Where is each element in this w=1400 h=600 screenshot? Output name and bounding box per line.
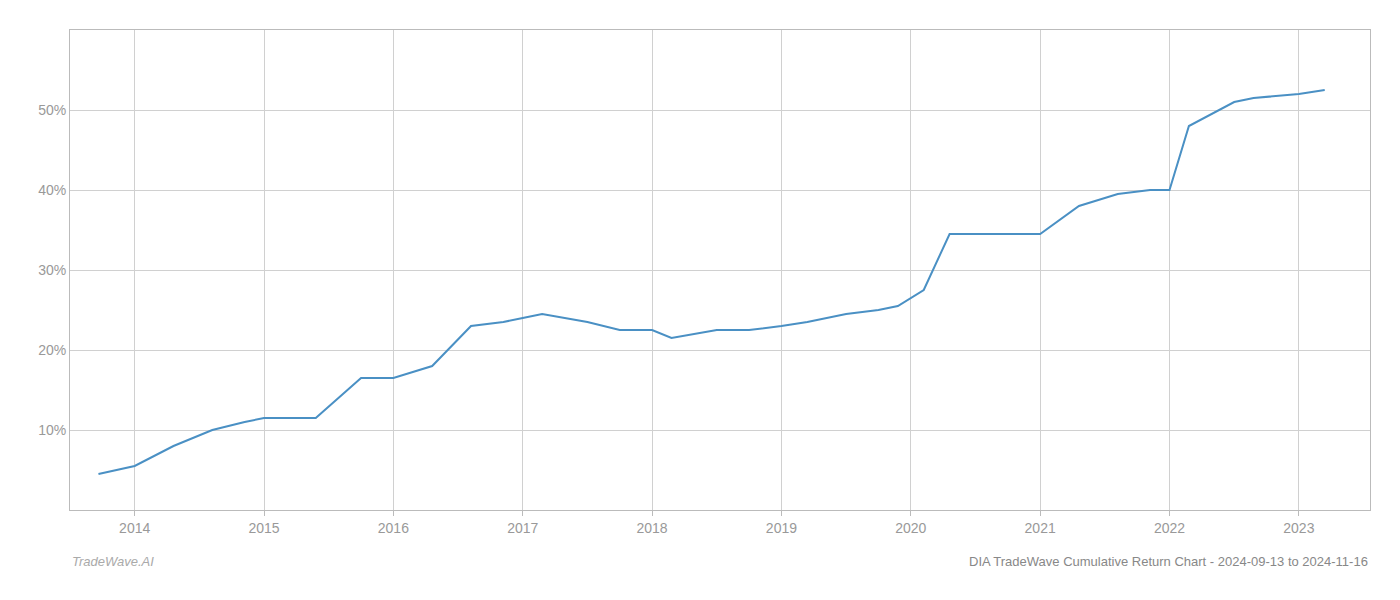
svg-text:2019: 2019 (766, 520, 797, 536)
svg-text:40%: 40% (38, 182, 66, 198)
svg-text:2023: 2023 (1283, 520, 1314, 536)
svg-text:2014: 2014 (119, 520, 150, 536)
svg-text:2022: 2022 (1154, 520, 1185, 536)
svg-text:DIA TradeWave Cumulative Retur: DIA TradeWave Cumulative Return Chart - … (969, 554, 1368, 569)
svg-text:2018: 2018 (637, 520, 668, 536)
svg-text:TradeWave.AI: TradeWave.AI (72, 554, 154, 569)
svg-text:2020: 2020 (895, 520, 926, 536)
svg-text:10%: 10% (38, 422, 66, 438)
svg-text:2016: 2016 (378, 520, 409, 536)
svg-text:2017: 2017 (507, 520, 538, 536)
svg-text:2021: 2021 (1025, 520, 1056, 536)
svg-text:2015: 2015 (248, 520, 279, 536)
svg-text:50%: 50% (38, 102, 66, 118)
svg-text:20%: 20% (38, 342, 66, 358)
svg-text:30%: 30% (38, 262, 66, 278)
